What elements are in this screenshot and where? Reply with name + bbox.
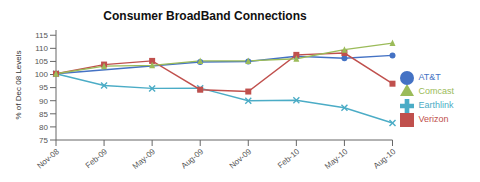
html-text:Consumer BroadBand Connections: Consumer BroadBand Connections bbox=[103, 9, 307, 23]
html-text:Comcast: Comcast bbox=[418, 86, 454, 97]
svg-text:May-09: May-09 bbox=[131, 147, 158, 171]
svg-text:95: 95 bbox=[39, 83, 48, 92]
svg-text:Nov-08: Nov-08 bbox=[35, 147, 61, 171]
svg-text:100: 100 bbox=[35, 70, 49, 79]
html-text:Verizon: Verizon bbox=[418, 114, 449, 125]
svg-text:110: 110 bbox=[35, 44, 48, 53]
svg-text:Feb-10: Feb-10 bbox=[276, 147, 302, 171]
svg-text:115: 115 bbox=[35, 31, 48, 40]
html-text:Earthlink: Earthlink bbox=[418, 100, 454, 111]
svg-text:75: 75 bbox=[39, 136, 48, 145]
svg-text:Aug-09: Aug-09 bbox=[180, 147, 206, 171]
svg-text:Feb-09: Feb-09 bbox=[84, 147, 110, 171]
svg-text:% of Dec 08 Levels: % of Dec 08 Levels bbox=[14, 51, 23, 120]
svg-text:Nov-09: Nov-09 bbox=[228, 147, 254, 171]
html-text:AT&T: AT&T bbox=[418, 72, 441, 83]
svg-text:90: 90 bbox=[39, 97, 48, 106]
svg-text:Aug-10: Aug-10 bbox=[372, 147, 398, 171]
svg-text:85: 85 bbox=[39, 110, 48, 119]
svg-text:105: 105 bbox=[35, 57, 49, 66]
svg-text:80: 80 bbox=[39, 123, 48, 132]
svg-text:May-10: May-10 bbox=[323, 147, 350, 171]
